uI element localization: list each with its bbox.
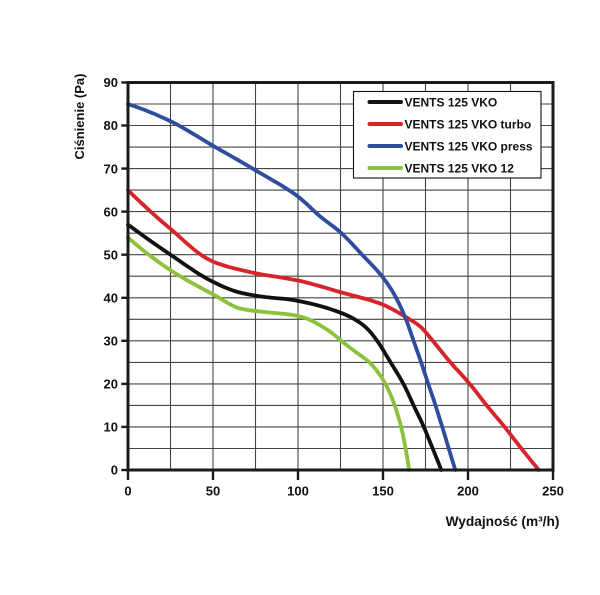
svg-text:10: 10 [104,420,118,435]
svg-text:90: 90 [104,75,118,90]
svg-text:0: 0 [111,463,118,478]
svg-text:VENTS 125 VKO 12: VENTS 125 VKO 12 [405,161,515,175]
svg-text:80: 80 [104,118,118,133]
svg-text:100: 100 [287,484,309,499]
svg-text:Ciśnienie (Pa): Ciśnienie (Pa) [72,74,87,160]
svg-text:40: 40 [104,291,118,306]
svg-text:VENTS 125 VKO press: VENTS 125 VKO press [405,139,533,153]
svg-text:70: 70 [104,161,118,176]
svg-text:20: 20 [104,377,118,392]
svg-text:250: 250 [542,484,564,499]
svg-text:VENTS 125 VKO turbo: VENTS 125 VKO turbo [405,117,532,131]
svg-text:0: 0 [124,484,131,499]
svg-text:150: 150 [372,484,394,499]
svg-text:50: 50 [206,484,220,499]
svg-text:30: 30 [104,334,118,349]
svg-text:Wydajność (m³/h): Wydajność (m³/h) [446,514,560,529]
svg-text:60: 60 [104,204,118,219]
svg-text:VENTS 125 VKO: VENTS 125 VKO [405,95,498,109]
svg-text:200: 200 [457,484,479,499]
svg-text:50: 50 [104,247,118,262]
